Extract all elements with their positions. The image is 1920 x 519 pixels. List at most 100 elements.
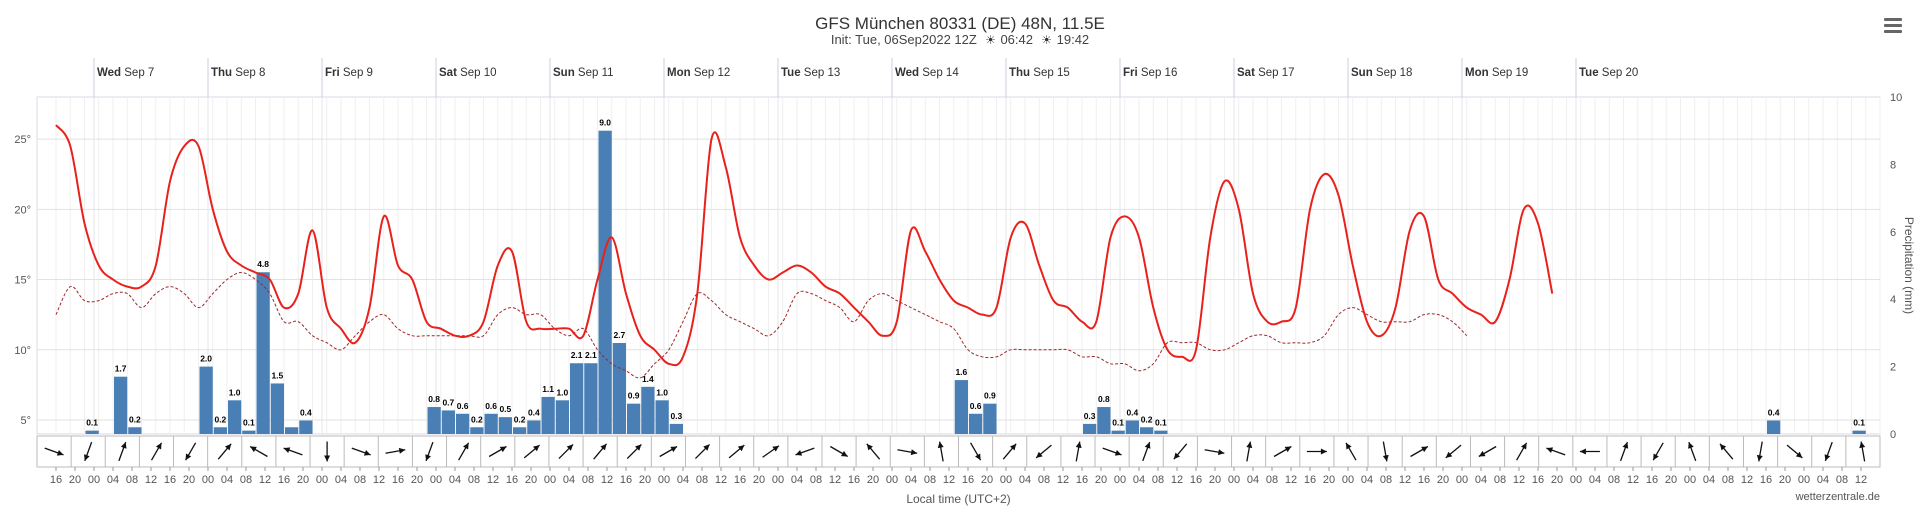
x-tick-label: 20 [753, 474, 765, 486]
x-tick-label: 12 [1627, 474, 1639, 486]
x-tick-label: 08 [924, 474, 936, 486]
day-date: Sep 20 [1602, 67, 1638, 79]
x-tick-label: 12 [829, 474, 841, 486]
x-tick-label: 00 [658, 474, 670, 486]
x-tick-label: 00 [430, 474, 442, 486]
wind-arrow-icon [937, 441, 944, 462]
x-tick-label: 16 [1304, 474, 1316, 486]
x-tick-label: 12 [1171, 474, 1183, 486]
precip-bar [285, 427, 299, 434]
wind-arrow-icon [830, 445, 848, 458]
precip-value-label: 2.1 [571, 350, 583, 360]
sunrise-time: 06:42 [1000, 32, 1033, 47]
wind-arrow-icon [458, 442, 470, 461]
x-tick-label: 04 [1247, 474, 1259, 486]
wind-head [1622, 442, 1629, 449]
x-tick-label: 12 [1399, 474, 1411, 486]
wind-arrow-icon [1075, 441, 1082, 462]
day-name: Mon [667, 67, 694, 79]
wind-head [1421, 446, 1428, 453]
day-name: Tue [1579, 67, 1602, 79]
day-label: Sun Sep 11 [553, 67, 614, 79]
x-tick-label: 08 [696, 474, 708, 486]
x-tick-label: 16 [1418, 474, 1430, 486]
y-left-tick-label: 25° [14, 134, 31, 146]
x-tick-label: 20 [981, 474, 993, 486]
precip-bar [1852, 430, 1866, 434]
x-tick-label: 08 [1722, 474, 1734, 486]
x-tick-label: 08 [1380, 474, 1392, 486]
x-tick-label: 16 [506, 474, 518, 486]
x-tick-label: 08 [582, 474, 594, 486]
day-label: Sat Sep 10 [439, 67, 497, 79]
y-left-tick-label: 5° [20, 415, 31, 427]
precip-value-label: 0.9 [628, 391, 640, 401]
x-tick-label: 00 [1114, 474, 1126, 486]
day-date: Sep 13 [804, 67, 840, 79]
x-tick-label: 12 [601, 474, 613, 486]
day-label: Sun Sep 18 [1351, 67, 1412, 79]
precip-bar [256, 272, 270, 434]
day-date: Sep 12 [694, 67, 730, 79]
x-tick-label: 08 [468, 474, 480, 486]
day-label: Tue Sep 20 [1579, 67, 1638, 79]
precip-bar [1140, 427, 1154, 434]
x-tick-label: 04 [1475, 474, 1487, 486]
x-tick-label: 00 [1456, 474, 1468, 486]
precip-value-label: 0.8 [1098, 394, 1110, 404]
precip-bar [128, 427, 142, 434]
day-name: Wed [895, 67, 922, 79]
hamburger-menu-icon[interactable] [1884, 18, 1902, 34]
precip-value-label: 1.0 [229, 387, 241, 397]
precip-value-label: 2.7 [613, 330, 625, 340]
wind-head [1653, 453, 1659, 461]
precip-bar [484, 413, 498, 434]
y-left-tick-label: 10° [14, 345, 31, 357]
wind-arrow-icon [150, 442, 163, 461]
y-right-tick-label: 10 [1890, 92, 1902, 104]
wind-head [737, 445, 745, 452]
sunrise-icon: ☀ [985, 33, 996, 47]
precip-bar [983, 403, 997, 434]
wind-arrow-icon [1345, 442, 1357, 461]
wind-head [1521, 442, 1527, 450]
wind-head [425, 454, 431, 461]
day-date: Sep 14 [922, 67, 959, 79]
precip-value-label: 9.0 [599, 118, 611, 128]
day-label: Wed Sep 14 [895, 67, 959, 79]
wind-arrow-icon [1102, 447, 1122, 456]
precip-value-label: 0.1 [1853, 418, 1865, 428]
x-tick-label: 00 [1342, 474, 1354, 486]
precip-bar [954, 380, 968, 434]
day-label: Tue Sep 13 [781, 67, 840, 79]
wind-head [1445, 451, 1453, 458]
x-tick-label: 04 [1361, 474, 1373, 486]
wind-head [1075, 441, 1082, 449]
x-tick-label: 16 [1532, 474, 1544, 486]
x-tick-label: 08 [126, 474, 138, 486]
day-date: Sep 11 [578, 67, 614, 79]
chart-title: GFS München 80331 (DE) 48N, 11.5E [815, 14, 1105, 33]
x-tick-label: 00 [202, 474, 214, 486]
wind-arrow-icon [44, 447, 64, 456]
wind-head [1824, 454, 1831, 461]
day-date: Sep 15 [1033, 67, 1069, 79]
wind-arrow-icon [970, 442, 982, 461]
y-right-tick-label: 2 [1890, 362, 1896, 374]
day-label: Wed Sep 7 [97, 67, 154, 79]
day-date: Sep 16 [1141, 67, 1177, 79]
wind-arrow-icon [1002, 443, 1017, 460]
precip-value-label: 0.1 [1155, 418, 1167, 428]
wind-arrow-icon [1410, 445, 1429, 458]
precip-value-label: 1.0 [656, 387, 668, 397]
precip-bar [1154, 430, 1168, 434]
dewpoint-line [55, 271, 1468, 379]
wind-arrow-icon [283, 447, 303, 456]
x-tick-label: 00 [886, 474, 898, 486]
wind-arrow-icon [1204, 449, 1225, 456]
x-tick-label: 20 [183, 474, 195, 486]
wind-head [185, 453, 192, 461]
x-tick-label: 04 [1817, 474, 1829, 486]
wind-arrow-icon [425, 441, 434, 462]
precip-value-label: 1.6 [955, 367, 967, 377]
